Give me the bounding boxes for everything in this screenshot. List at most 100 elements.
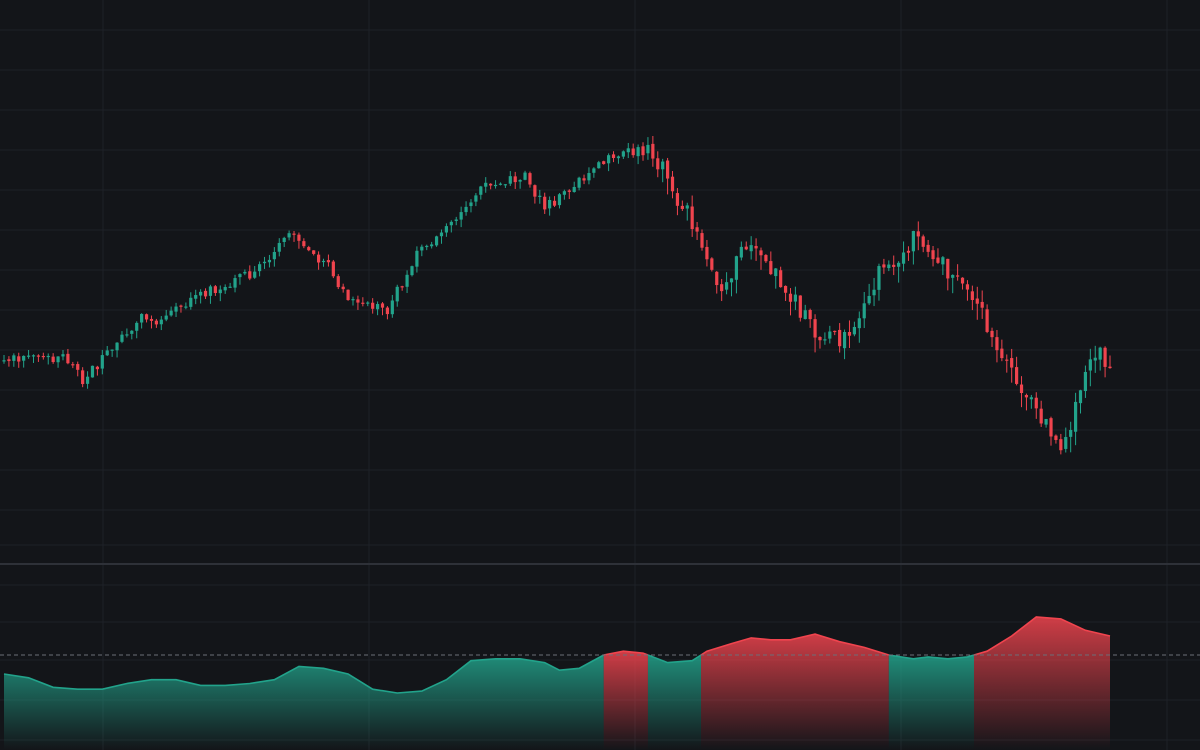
candle[interactable] [636,144,640,165]
candle[interactable] [164,309,168,322]
candle[interactable] [41,352,45,360]
candle[interactable] [990,327,994,347]
candle[interactable] [81,367,85,388]
candle[interactable] [228,282,232,288]
candle[interactable] [857,311,861,343]
candle[interactable] [1093,345,1097,373]
candle[interactable] [302,238,306,249]
candle[interactable] [1073,392,1078,446]
candle[interactable] [253,266,257,279]
candle[interactable] [1064,427,1068,453]
candle[interactable] [189,292,193,310]
candle[interactable] [326,254,331,267]
candle[interactable] [690,195,694,237]
candle[interactable] [316,251,321,270]
candlestick-series[interactable] [2,136,1112,455]
candle[interactable] [749,236,753,260]
candle[interactable] [395,284,399,307]
candle[interactable] [1078,389,1083,414]
candle[interactable] [262,256,267,269]
candle[interactable] [867,283,871,306]
candle[interactable] [926,239,930,258]
candle[interactable] [921,234,925,253]
candle[interactable] [783,285,788,301]
candle[interactable] [1029,394,1033,409]
candle[interactable] [616,155,621,164]
candle[interactable] [85,371,90,389]
candle[interactable] [17,352,21,368]
candle[interactable] [248,265,252,281]
candle[interactable] [410,265,414,277]
candle[interactable] [474,193,478,207]
candle[interactable] [897,261,901,283]
candle[interactable] [724,272,729,295]
candle[interactable] [135,321,139,339]
candle[interactable] [415,246,419,273]
candle[interactable] [685,202,689,221]
candle[interactable] [523,170,527,181]
candle[interactable] [2,354,6,364]
candle[interactable] [882,258,886,274]
candle[interactable] [233,274,237,293]
candle[interactable] [331,259,335,279]
candle[interactable] [960,277,965,290]
candle[interactable] [872,277,876,307]
candle[interactable] [985,304,989,334]
candle[interactable] [946,258,950,291]
candle[interactable] [120,331,124,344]
candle[interactable] [405,270,409,293]
candle[interactable] [626,142,630,159]
candle[interactable] [336,274,340,290]
candle[interactable] [361,297,365,307]
candle[interactable] [577,176,581,191]
candle[interactable] [1015,356,1019,386]
candle[interactable] [199,289,203,304]
candle[interactable] [66,348,70,365]
candle[interactable] [125,328,129,338]
candle[interactable] [380,302,385,316]
candle[interactable] [430,241,434,249]
candle[interactable] [26,350,31,359]
candle[interactable] [1098,346,1102,371]
candle[interactable] [862,292,866,329]
candle[interactable] [1005,354,1009,373]
candle[interactable] [243,269,247,276]
candle[interactable] [449,220,453,233]
candle[interactable] [1024,393,1029,411]
candle[interactable] [656,151,660,178]
candle[interactable] [700,229,704,251]
candle[interactable] [631,143,635,158]
candle[interactable] [1034,392,1038,419]
candle[interactable] [434,235,439,247]
candle[interactable] [646,137,650,160]
candle[interactable] [71,361,75,369]
candle[interactable] [169,306,173,317]
candle[interactable] [970,285,974,311]
candle[interactable] [823,332,827,345]
candle[interactable] [238,273,242,285]
candle[interactable] [223,284,227,294]
candle[interactable] [493,180,498,189]
candle[interactable] [1108,355,1112,369]
candle[interactable] [528,171,532,188]
candle[interactable] [208,284,213,304]
candle[interactable] [602,160,606,165]
candle[interactable] [941,255,945,276]
candle[interactable] [911,230,915,265]
candle[interactable] [115,342,119,358]
candle[interactable] [292,230,296,242]
candle[interactable] [965,280,970,301]
candle[interactable] [715,270,719,294]
candle[interactable] [607,153,611,172]
candle[interactable] [508,171,512,186]
candle[interactable] [798,295,802,322]
candle[interactable] [400,285,404,291]
candle[interactable] [754,238,758,261]
candle[interactable] [641,142,645,161]
candle[interactable] [661,158,665,183]
candle[interactable] [194,289,198,305]
candle[interactable] [847,320,852,348]
candle[interactable] [892,255,896,276]
candle[interactable] [154,318,158,328]
candle[interactable] [459,206,463,228]
